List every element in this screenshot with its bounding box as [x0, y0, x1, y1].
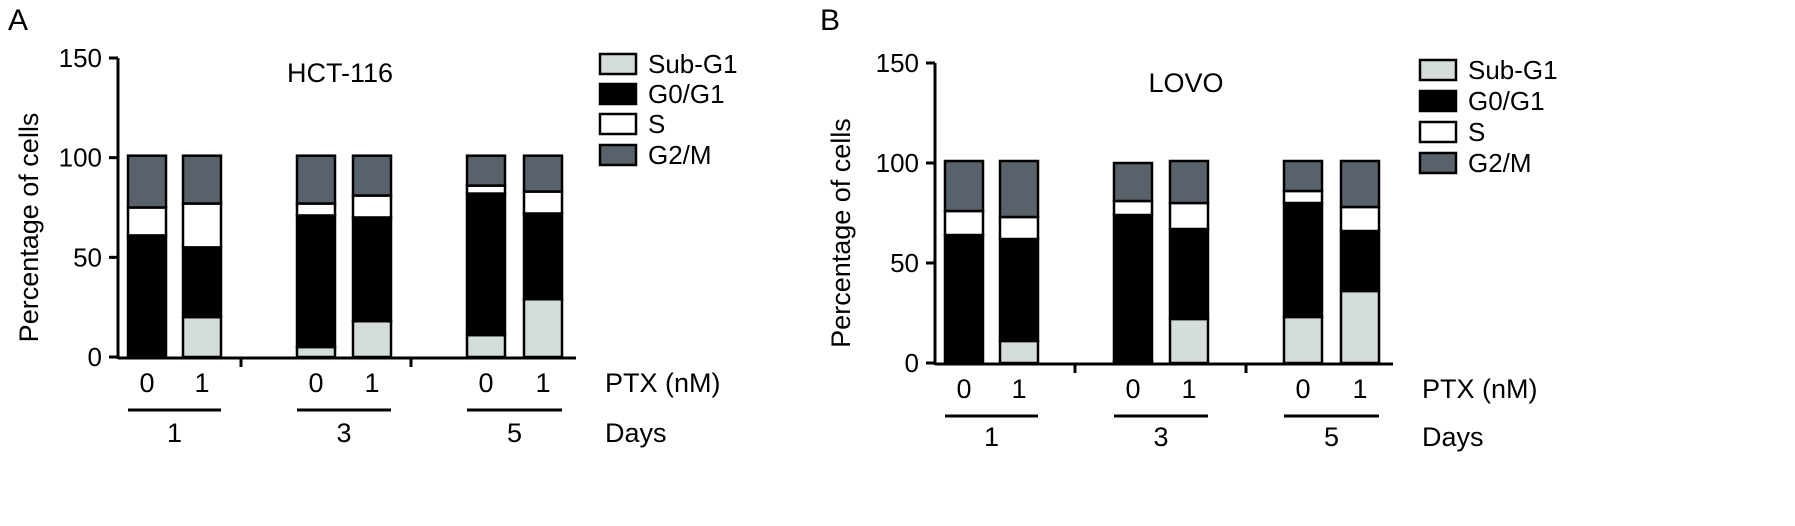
legend-swatch: [1418, 151, 1458, 175]
bar-segment-g0-g1: [465, 192, 507, 337]
legend-swatch: [1418, 58, 1458, 82]
legend-label: G2/M: [648, 140, 712, 170]
chart-title: LOVO: [1148, 68, 1223, 98]
bar-segment-s: [522, 190, 564, 215]
y-axis-label: Percentage of cells: [826, 118, 856, 348]
legend-swatch: [1418, 89, 1458, 113]
day-label: 3: [1153, 422, 1168, 452]
ptx-dose-label: 0: [956, 374, 971, 404]
bar-segment-g2-m: [1339, 159, 1381, 209]
bar-segment-sub-g1: [351, 319, 393, 359]
panel-letter: B: [820, 4, 840, 37]
bar-segment-g2-m: [126, 154, 168, 209]
bar-segment-s: [998, 215, 1040, 241]
ptx-dose-label: 0: [139, 368, 154, 398]
ptx-dose-label: 1: [364, 368, 379, 398]
bar-segment-g2-m: [1168, 159, 1210, 205]
bar-segment-s: [943, 209, 985, 237]
y-axis-label: Percentage of cells: [14, 113, 44, 343]
bar-segment-g2-m: [943, 159, 985, 213]
ptx-dose-label: 0: [478, 368, 493, 398]
y-tick-label: 150: [876, 48, 919, 78]
legend-swatch: [1418, 120, 1458, 144]
bar-segment-g0-g1: [181, 246, 223, 319]
y-tick-label: 0: [905, 348, 919, 378]
day-label: 1: [167, 418, 182, 448]
y-tick-label: 50: [73, 242, 102, 272]
bar-segment-s: [126, 206, 168, 237]
bar-segment-g0-g1: [943, 233, 985, 365]
legend-swatch: [598, 82, 638, 106]
y-tick-label: 0: [88, 342, 102, 372]
y-tick-label: 50: [890, 248, 919, 278]
legend-label: G0/G1: [648, 79, 725, 109]
bar-segment-sub-g1: [998, 339, 1040, 365]
bar-segment-sub-g1: [465, 333, 507, 359]
bar-segment-s: [1168, 201, 1210, 231]
bar-segment-s: [351, 194, 393, 219]
bar-segment-s: [1112, 199, 1154, 217]
y-tick-label: 150: [59, 43, 102, 73]
ptx-dose-label: 0: [308, 368, 323, 398]
bar-segment-g0-g1: [1168, 227, 1210, 321]
bar-segment-g0-g1: [1282, 201, 1324, 319]
legend-swatch: [598, 52, 638, 76]
legend-label: G0/G1: [1468, 86, 1545, 116]
legend-swatch: [598, 143, 638, 167]
ptx-dose-label: 1: [1011, 374, 1026, 404]
days-axis-label: Days: [1422, 422, 1484, 452]
ptx-axis-label: PTX (nM): [1422, 374, 1538, 404]
legend-label: S: [648, 109, 665, 139]
bar-segment-sub-g1: [522, 297, 564, 359]
bar-segment-g2-m: [522, 154, 564, 193]
legend-label: Sub-G1: [1468, 55, 1558, 85]
bar-segment-sub-g1: [1282, 315, 1324, 365]
bar-segment-sub-g1: [1168, 317, 1210, 365]
chart-title: HCT-116: [287, 58, 393, 88]
bar-segment-g2-m: [181, 154, 223, 205]
bar-segment-g0-g1: [351, 216, 393, 323]
day-label: 3: [336, 418, 351, 448]
ptx-axis-label: PTX (nM): [605, 368, 721, 398]
bar-segment-g0-g1: [1339, 229, 1381, 293]
ptx-dose-label: 1: [535, 368, 550, 398]
ptx-dose-label: 1: [1352, 374, 1367, 404]
bar-segment-g0-g1: [522, 212, 564, 301]
day-label: 1: [984, 422, 999, 452]
ptx-dose-label: 0: [1295, 374, 1310, 404]
legend-label: G2/M: [1468, 148, 1532, 178]
bar-segment-sub-g1: [1339, 289, 1381, 365]
bar-segment-g2-m: [1112, 161, 1154, 203]
panel-letter: A: [8, 4, 28, 37]
ptx-dose-label: 1: [194, 368, 209, 398]
bar-segment-g2-m: [465, 154, 507, 187]
bar-segment-sub-g1: [295, 345, 337, 359]
day-label: 5: [507, 418, 522, 448]
ptx-dose-label: 1: [1181, 374, 1196, 404]
day-label: 5: [1324, 422, 1339, 452]
bar-segment-g0-g1: [1112, 213, 1154, 363]
bar-segment-g0-g1: [998, 237, 1040, 343]
bar-segment-s: [1339, 205, 1381, 233]
legend-label: Sub-G1: [648, 49, 738, 79]
bar-segment-g2-m: [351, 154, 393, 197]
y-tick-label: 100: [876, 148, 919, 178]
bar-segment-g2-m: [1282, 159, 1324, 193]
bar-segment-g0-g1: [295, 214, 337, 349]
days-axis-label: Days: [605, 418, 667, 448]
bar-segment-g2-m: [998, 159, 1040, 219]
y-tick-label: 100: [59, 143, 102, 173]
bar-segment-g0-g1: [126, 234, 168, 359]
legend-label: S: [1468, 117, 1485, 147]
bar-segment-g2-m: [295, 154, 337, 205]
legend-swatch: [598, 112, 638, 136]
ptx-dose-label: 0: [1125, 374, 1140, 404]
bar-segment-s: [1282, 189, 1324, 205]
bar-segment-s: [295, 202, 337, 217]
bar-segment-sub-g1: [181, 315, 223, 359]
bar-segment-s: [181, 202, 223, 249]
